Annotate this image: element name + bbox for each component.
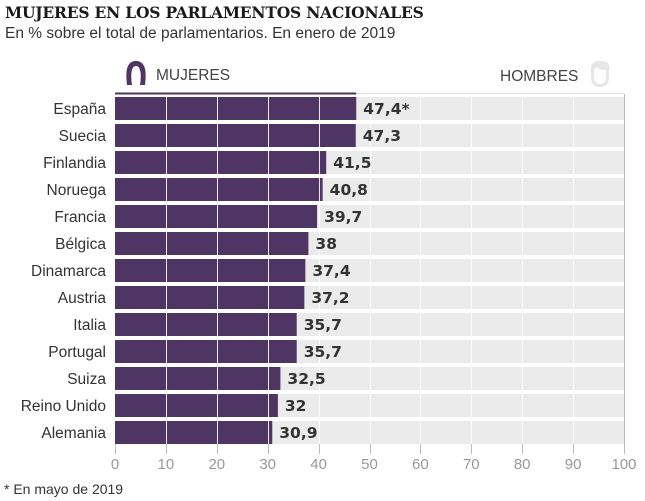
labels-layer: España 47,4* Suecia 47,3 Finlandia 41,5 Norueg… xyxy=(21,100,410,442)
bar-mujeres xyxy=(115,286,305,309)
category-label: Bélgica xyxy=(55,236,106,253)
bar-mujeres xyxy=(115,97,357,120)
bars-layer xyxy=(115,97,624,444)
bar-hombres xyxy=(322,178,624,201)
legend-women: MUJERES xyxy=(124,60,230,91)
bar-mujeres xyxy=(115,259,306,282)
value-label: 37,2 xyxy=(311,289,349,307)
bar-mujeres xyxy=(115,394,278,417)
bar-hombres xyxy=(326,151,624,174)
value-label: 35,7 xyxy=(304,316,342,334)
value-label: 30,9 xyxy=(279,424,317,442)
category-label: Italia xyxy=(73,317,106,334)
bar-hombres xyxy=(355,124,624,147)
value-label: 41,5 xyxy=(333,154,371,172)
category-label: Austria xyxy=(58,290,107,307)
x-tick-label: 90 xyxy=(565,456,582,473)
category-label: España xyxy=(53,101,106,118)
category-label: Portugal xyxy=(48,344,106,361)
x-tick-label: 30 xyxy=(259,456,276,473)
bar-mujeres xyxy=(115,313,297,336)
value-label: 40,8 xyxy=(330,181,368,199)
woman-head-icon xyxy=(124,60,148,91)
x-tick-label: 60 xyxy=(412,456,429,473)
bar-mujeres xyxy=(115,205,318,228)
chart-subtitle: En % sobre el total de parlamentarios. E… xyxy=(5,25,396,42)
bar-hombres xyxy=(305,259,624,282)
grid-layer xyxy=(166,94,574,454)
value-label: 39,7 xyxy=(324,208,362,226)
bar-hombres xyxy=(317,205,624,228)
value-label: 47,3 xyxy=(363,127,401,145)
value-label: 32 xyxy=(285,397,307,415)
bar-hombres xyxy=(304,286,624,309)
bar-hombres xyxy=(277,394,624,417)
value-label: 38 xyxy=(315,235,337,253)
x-tick-label: 80 xyxy=(514,456,531,473)
x-tick-label: 10 xyxy=(158,456,175,473)
value-label: 32,5 xyxy=(287,370,325,388)
bar-hombres xyxy=(296,340,624,363)
bar-hombres xyxy=(280,367,624,390)
x-tick-label: 100 xyxy=(611,456,636,473)
man-head-icon-shape xyxy=(591,61,611,87)
category-label: Dinamarca xyxy=(31,263,106,280)
chart-title: MUJERES EN LOS PARLAMENTOS NACIONALES xyxy=(5,3,424,22)
bar-mujeres xyxy=(115,124,356,147)
bar-chart: España 47,4* Suecia 47,3 Finlandia 41,5 Norueg… xyxy=(21,92,637,473)
bar-hombres xyxy=(356,97,624,120)
value-label: 35,7 xyxy=(304,343,342,361)
x-tick-label: 70 xyxy=(463,456,480,473)
x-axis: 0 10 20 30 40 50 60 70 80 90 100 xyxy=(111,92,637,473)
x-tick-label: 40 xyxy=(310,456,327,473)
category-label: Reino Unido xyxy=(21,398,106,415)
value-label: 37,4 xyxy=(312,262,350,280)
bar-hombres xyxy=(272,421,624,444)
bar-mujeres xyxy=(115,421,273,444)
bar-hombres xyxy=(308,232,624,255)
legend-women-label: MUJERES xyxy=(156,66,231,84)
woman-head-icon-shape xyxy=(126,61,146,85)
x-tick-label: 20 xyxy=(208,456,225,473)
value-label: 47,4* xyxy=(363,100,409,118)
category-label: Alemania xyxy=(41,425,106,442)
bar-mujeres xyxy=(115,232,309,255)
category-label: Suiza xyxy=(67,371,106,388)
bar-mujeres xyxy=(115,340,297,363)
bar-mujeres xyxy=(115,367,281,390)
category-label: Finlandia xyxy=(43,155,106,172)
bar-mujeres xyxy=(115,151,327,174)
footnote: * En mayo de 2019 xyxy=(4,481,124,497)
bar-mujeres xyxy=(115,178,323,201)
x-tick-label: 50 xyxy=(361,456,378,473)
legend-men: HOMBRES xyxy=(500,60,612,93)
man-head-icon xyxy=(588,60,612,93)
bar-hombres xyxy=(296,313,624,336)
category-label: Suecia xyxy=(59,128,107,145)
legend-men-label: HOMBRES xyxy=(500,67,579,85)
category-label: Noruega xyxy=(47,182,107,199)
category-label: Francia xyxy=(54,209,106,226)
x-tick-label: 0 xyxy=(111,456,119,473)
